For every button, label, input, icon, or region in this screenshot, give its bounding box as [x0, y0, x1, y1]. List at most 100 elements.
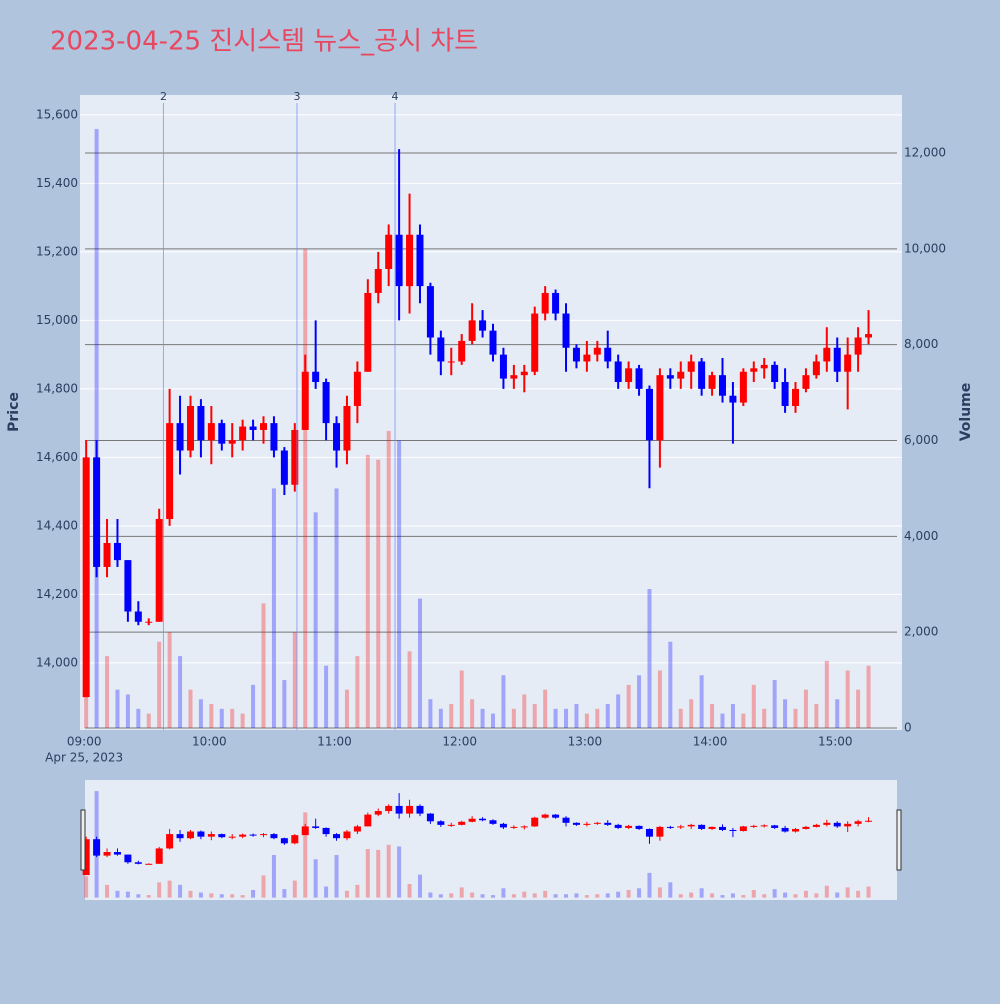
slider-volume-bar [157, 882, 162, 898]
candle-body [645, 388, 653, 441]
slider-volume-bar [125, 891, 130, 898]
volume-bar [157, 641, 162, 728]
volume-bar [553, 708, 558, 728]
volume-bar [417, 598, 422, 728]
slider-candle-body [113, 852, 121, 855]
y-tick-label: 15,200 [36, 244, 78, 258]
slider-candle-body [197, 831, 205, 837]
volume-bar [94, 129, 99, 728]
slider-volume-bar [188, 890, 193, 898]
candle-body [614, 361, 622, 383]
candle-body [406, 234, 414, 287]
slider-candle-body [739, 826, 747, 832]
annotation-label: 4 [392, 90, 399, 103]
volume-bar [449, 704, 454, 728]
candle-body [531, 313, 539, 372]
slider-volume-bar [720, 895, 725, 898]
slider-candle-body [698, 824, 706, 829]
slider-candle-body [385, 805, 393, 812]
slider-candle-body [802, 826, 810, 829]
candle-body [301, 371, 309, 430]
y2-tick-label: 0 [904, 720, 912, 734]
candle-body [562, 313, 570, 348]
volume-bar [772, 680, 777, 728]
slider-volume-bar [261, 875, 266, 898]
candle-body [385, 234, 393, 269]
candle-body [750, 368, 758, 372]
slider-volume-bar [803, 890, 808, 898]
candle-body [322, 382, 330, 424]
slider-candle-body [124, 854, 132, 863]
slider-candle-body [145, 863, 153, 865]
volume-bar [407, 651, 412, 728]
slider-candle-body [364, 814, 372, 827]
y-axis-title: Price [6, 392, 22, 432]
candle-body [260, 423, 268, 430]
slider-candle-body [166, 834, 174, 849]
slider-volume-bar [741, 895, 746, 898]
volume-bar [376, 459, 381, 728]
slider-candle-body [635, 825, 643, 829]
candle-body [510, 375, 518, 379]
slider-candle-body [489, 820, 497, 824]
candle-body [458, 340, 466, 362]
volume-bar [125, 694, 130, 728]
candle-body [708, 375, 716, 389]
volume-bar [626, 684, 631, 728]
candle-body [479, 320, 487, 331]
slider-volume-bar [115, 890, 120, 898]
slider-volume-bar [762, 894, 767, 898]
volume-bar [491, 713, 495, 728]
candle-body [593, 347, 601, 355]
candle-body [802, 375, 810, 389]
y-tick-label: 15,000 [36, 313, 78, 327]
candle-body [771, 364, 779, 383]
candle-body [228, 440, 236, 444]
slider-candle-body [447, 824, 455, 826]
volume-bar [313, 512, 318, 728]
slider-candle-body [82, 839, 90, 876]
candle-body [552, 292, 560, 314]
volume-bar [762, 708, 767, 728]
slider-volume-bar [251, 889, 256, 898]
annotation-label: 3 [293, 90, 300, 103]
volume-bar [845, 670, 850, 728]
slider-volume-bar [480, 894, 485, 898]
slider-candle-body [708, 826, 716, 829]
volume-bar [803, 689, 808, 728]
slider-volume-bar [386, 844, 391, 898]
slider-candle-body [186, 831, 194, 839]
range-slider[interactable] [85, 780, 897, 900]
candle-body [739, 371, 747, 403]
y-tick-label: 14,600 [36, 450, 78, 464]
volume-bar [616, 694, 621, 728]
volume-bar [355, 656, 360, 728]
candle-body [145, 621, 153, 623]
slider-volume-bar [334, 855, 339, 898]
slider-candle-body [228, 836, 236, 838]
volume-bar [814, 704, 819, 728]
slider-volume-bar [574, 893, 579, 898]
y2-tick-label: 10,000 [904, 241, 946, 255]
candle-body [677, 371, 685, 379]
volume-bar [230, 708, 235, 728]
candle-body [823, 347, 831, 362]
candle-body [833, 347, 841, 372]
slider-handle-right[interactable] [896, 809, 902, 871]
slider-volume-bar [219, 894, 224, 898]
slider-candle-body [812, 824, 820, 827]
candle-body [93, 457, 101, 567]
slider-candle-body [499, 823, 507, 828]
slider-candle-body [792, 828, 800, 832]
candle-body [865, 334, 873, 338]
slider-volume-bar [616, 891, 621, 898]
slider-volume-bar [751, 889, 756, 898]
candle-body [656, 375, 664, 441]
slider-candle-body [280, 838, 288, 844]
slider-volume-bar [626, 889, 631, 898]
volume-bar [105, 656, 110, 728]
slider-handle-left[interactable] [80, 809, 86, 871]
slider-candle-body [593, 822, 601, 824]
candle-body [155, 519, 163, 622]
slider-volume-bar [835, 892, 840, 898]
